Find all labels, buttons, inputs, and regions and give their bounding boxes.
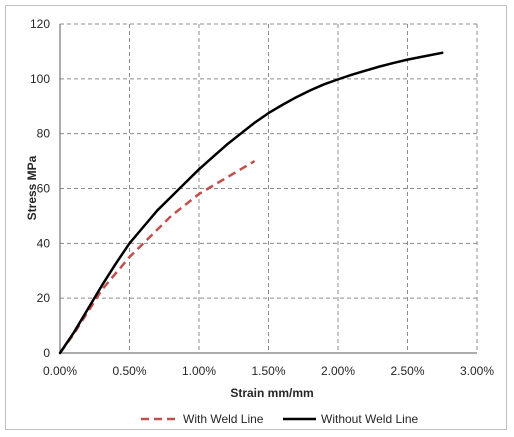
x-tick-label: 0.50% [112,364,146,378]
y-tick-label: 20 [37,291,51,305]
grid [60,23,478,353]
x-tick-label: 1.50% [251,364,285,378]
tick-labels: 0 20 40 60 80 100 120 0.00% 0.50% 1.00% 1.50% 2.00%… [30,17,494,378]
axes [59,24,477,354]
series-line-with-weld-line [58,160,256,354]
series-line-without-weld-line [58,51,444,355]
x-tick-label: 1.00% [182,364,216,378]
y-tick-label: 80 [37,127,51,141]
y-tick-label: 0 [43,346,50,360]
y-axis-title: Stress MPa [25,155,39,220]
x-tick-label: 2.00% [321,364,355,378]
x-tick-label: 0.00% [43,364,77,378]
legend: With Weld Line Without Weld Line [141,412,418,426]
x-tick-label: 3.00% [460,364,494,378]
chart-frame [5,5,507,430]
y-tick-label: 100 [30,72,50,86]
y-tick-label: 60 [37,182,51,196]
x-axis-title: Strain mm/mm [230,386,313,400]
y-tick-label: 120 [30,17,50,31]
legend-label-with-weld-line: With Weld Line [183,412,264,426]
y-tick-label: 40 [37,236,51,250]
legend-label-without-weld-line: Without Weld Line [321,412,418,426]
x-tick-label: 2.50% [390,364,424,378]
series-lines [58,51,444,355]
